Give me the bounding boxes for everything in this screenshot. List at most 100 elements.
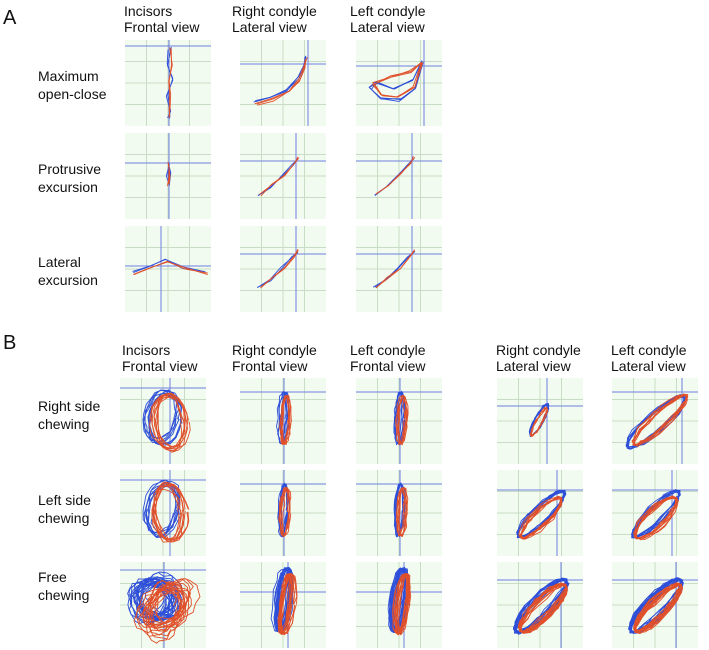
trace-plot (612, 470, 698, 556)
trace-red (635, 583, 683, 632)
col-header-line2: Lateral view (232, 19, 307, 35)
plot-a-protrusive-incisors (125, 133, 211, 219)
trace-red (635, 496, 678, 540)
trace-red (153, 396, 189, 450)
row-label-line1: Maximum (38, 68, 99, 84)
plot-a-open-close-incisors (125, 40, 211, 126)
trace-red (394, 573, 410, 635)
trace-red (372, 62, 424, 98)
trace-red (156, 581, 186, 627)
trace-red (520, 583, 568, 633)
trace-blue (257, 252, 299, 288)
col-header-line2: Frontal view (350, 358, 426, 374)
plot-a-protrusive-right-condyle (240, 133, 326, 219)
trace-red (376, 156, 416, 195)
trace-red (394, 574, 408, 635)
row-label-line1: Protrusive (38, 161, 102, 177)
row-label-line2: open-close (38, 86, 107, 102)
plot-b-left-chewing-incisors (120, 470, 206, 556)
plot-b-free-chewing-left-condyle-lateral (612, 562, 698, 648)
trace-red (167, 161, 171, 187)
trace-red (149, 583, 188, 620)
trace-plot (356, 40, 442, 126)
trace-plot (120, 562, 206, 648)
trace-plot (240, 40, 326, 126)
plot-b-right-chewing-left-condyle-lateral (612, 378, 698, 464)
trace-plot (356, 470, 442, 556)
trace-red (397, 394, 407, 445)
col-header-line1: Left condyle (350, 342, 426, 358)
plot-b-right-chewing-right-condyle-lateral (497, 378, 583, 464)
trace-plot (125, 226, 211, 312)
trace-plot (125, 133, 211, 219)
plot-b-left-chewing-right-condyle-lateral (497, 470, 583, 556)
col-header-line2: Frontal view (122, 358, 198, 374)
trace-red (631, 393, 689, 446)
trace-plot (612, 562, 698, 648)
panel-a-col-header-right-condyle: Right condyle Lateral view (232, 3, 317, 35)
trace-blue (368, 60, 424, 100)
col-header-line1: Incisors (122, 342, 171, 358)
plot-a-open-close-left-condyle (356, 40, 442, 126)
plot-b-left-chewing-left-condyle-lateral (612, 470, 698, 556)
plot-a-lateral-right-condyle (240, 226, 326, 312)
trace-plot (356, 133, 442, 219)
plot-b-left-chewing-right-condyle-frontal (240, 470, 326, 556)
plot-a-lateral-incisors (125, 226, 211, 312)
panel-a-row-label-open-close: Maximum open-close (38, 67, 107, 103)
trace-plot (497, 378, 583, 464)
trace-blue (374, 158, 414, 196)
plot-a-lateral-left-condyle (356, 226, 442, 312)
col-header-line1: Incisors (124, 3, 173, 19)
trace-red (375, 156, 414, 195)
trace-plot (240, 133, 326, 219)
row-label-line2: excursion (38, 179, 98, 195)
panel-b-row-label-left-chewing: Left side chewing (38, 491, 91, 527)
trace-plot (125, 40, 211, 126)
trace-red (281, 573, 296, 636)
trace-red (133, 260, 208, 276)
plot-a-protrusive-left-condyle (356, 133, 442, 219)
trace-plot (240, 378, 326, 464)
panel-a-letter: A (3, 7, 17, 29)
panel-b-letter: B (3, 332, 17, 354)
trace-red (278, 574, 293, 635)
plot-b-right-chewing-incisors (120, 378, 206, 464)
row-label-line1: Lateral (38, 254, 81, 270)
trace-red (154, 582, 190, 629)
trace-red (397, 396, 407, 445)
trace-plot (356, 562, 442, 648)
trace-red (633, 394, 688, 446)
panel-b-col-header-right-condyle-frontal: Right condyle Frontal view (232, 342, 317, 374)
panel-a-row-label-protrusive: Protrusive excursion (38, 160, 101, 196)
trace-red (632, 395, 689, 446)
panel-b-col-header-left-condyle-frontal: Left condyle Frontal view (350, 342, 426, 374)
trace-red (256, 59, 306, 105)
trace-red (259, 156, 299, 195)
col-header-line1: Right condyle (496, 342, 581, 358)
panel-b-col-header-incisors: Incisors Frontal view (122, 342, 197, 374)
trace-red (168, 48, 172, 118)
trace-plot (497, 562, 583, 648)
trace-red (152, 483, 190, 543)
trace-red (635, 495, 678, 539)
trace-red (632, 394, 688, 445)
row-label-line2: excursion (38, 272, 98, 288)
trace-blue (142, 479, 179, 533)
trace-blue (374, 158, 415, 196)
panel-a-col-header-left-condyle: Left condyle Lateral view (350, 3, 426, 35)
trace-red (518, 495, 563, 540)
plot-b-free-chewing-right-condyle-frontal (240, 562, 326, 648)
trace-red (631, 394, 689, 446)
trace-blue (144, 389, 177, 439)
trace-blue (257, 158, 299, 197)
plot-b-right-chewing-left-condyle-frontal (356, 378, 442, 464)
trace-red (395, 395, 405, 446)
panel-b-row-label-right-chewing: Right side chewing (38, 397, 100, 433)
trace-blue (273, 568, 292, 633)
plot-a-open-close-right-condyle (240, 40, 326, 126)
plot-b-free-chewing-left-condyle-frontal (356, 562, 442, 648)
col-header-line1: Right condyle (232, 342, 317, 358)
trace-blue (167, 46, 174, 119)
trace-red (277, 573, 291, 635)
